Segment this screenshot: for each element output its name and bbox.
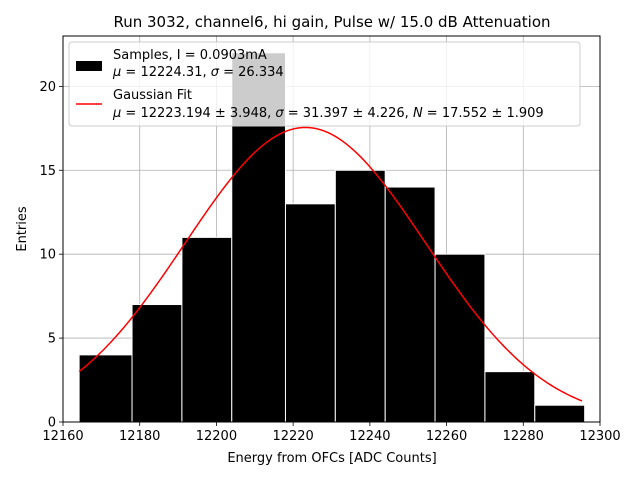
x-tick-label: 12160 xyxy=(42,429,83,444)
legend-fit-sigma: σ xyxy=(275,106,284,121)
x-tick-label: 12280 xyxy=(503,429,544,444)
y-axis-label: Entries xyxy=(15,206,30,252)
histogram-bar xyxy=(534,404,586,423)
x-tick-label: 12240 xyxy=(349,429,390,444)
legend-samples-line1: Samples, I = 0.0903mA xyxy=(113,48,267,63)
legend-fit-line2: μ = 12223.194 ± 3.948, σ = 31.397 ± 4.22… xyxy=(112,106,544,121)
legend: Samples, I = 0.0903mA μ = 12224.31, σ = … xyxy=(68,41,581,127)
y-tick-label: 20 xyxy=(39,80,56,95)
legend-fit-mu-value: = 12223.194 ± 3.948, xyxy=(121,106,275,121)
histogram-bar xyxy=(484,371,536,423)
legend-samples-sigma-value: = 26.334 xyxy=(219,65,284,80)
y-tick-label: 5 xyxy=(48,332,56,347)
y-tick-label: 10 xyxy=(39,248,56,263)
legend-samples-mu-value: = 12224.31, xyxy=(121,65,210,80)
legend-samples-mu: μ xyxy=(112,65,121,80)
histogram-bar xyxy=(434,253,486,423)
x-tick-label: 12300 xyxy=(579,429,620,444)
histogram-bar xyxy=(181,236,233,423)
histogram-bar xyxy=(284,203,336,423)
x-tick-label: 12180 xyxy=(119,429,160,444)
x-axis-label: Energy from OFCs [ADC Counts] xyxy=(227,451,436,466)
x-axis-ticks: 12160 12180 12200 12220 12240 12260 12280 12300 xyxy=(42,422,621,444)
legend-fit-line1: Gaussian Fit xyxy=(113,88,192,103)
y-tick-label: 0 xyxy=(48,416,56,431)
y-axis-ticks: 0 5 10 15 20 xyxy=(39,80,63,431)
histogram-bar xyxy=(334,169,386,423)
histogram-bar xyxy=(384,186,436,423)
legend-samples-sigma: σ xyxy=(211,65,220,80)
legend-samples-swatch xyxy=(76,61,102,71)
legend-fit-sigma-value: = 31.397 ± 4.226, xyxy=(284,106,413,121)
histogram-bar xyxy=(131,304,183,423)
legend-fit-mu: μ xyxy=(112,106,121,121)
gaussian-fit-line xyxy=(78,126,583,402)
legend-fit-n-value: = 17.552 ± 1.909 xyxy=(423,106,544,121)
chart-title: Run 3032, channel6, hi gain, Pulse w/ 15… xyxy=(113,13,550,31)
x-tick-label: 12220 xyxy=(272,429,313,444)
y-tick-label: 15 xyxy=(39,164,56,179)
plot-frame xyxy=(62,35,601,423)
legend-fit-n: N xyxy=(413,106,423,121)
x-tick-label: 12260 xyxy=(426,429,467,444)
legend-samples-line2: μ = 12224.31, σ = 26.334 xyxy=(112,65,284,80)
x-tick-label: 12200 xyxy=(196,429,237,444)
legend-box xyxy=(68,41,581,127)
